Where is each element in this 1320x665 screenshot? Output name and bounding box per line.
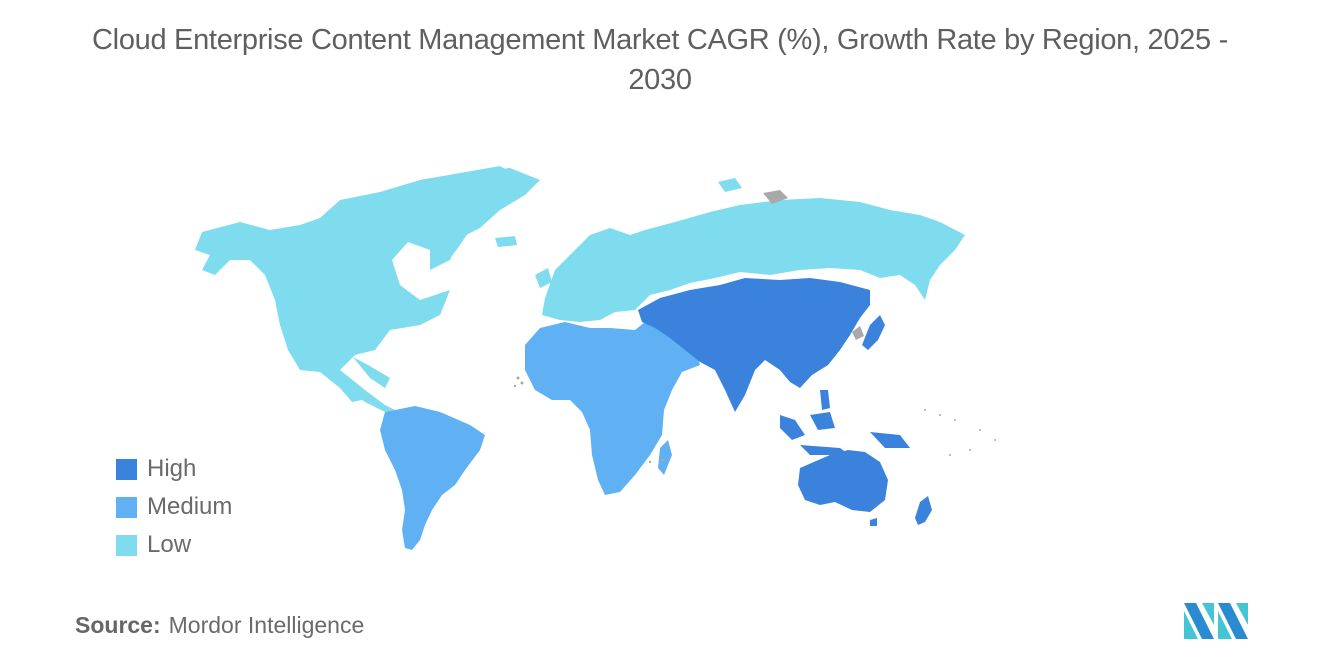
mordor-intelligence-logo-icon <box>1184 603 1248 639</box>
legend-swatch-medium <box>116 496 137 518</box>
legend-item-low: Low <box>116 526 232 564</box>
chart-title-line2: 2030 <box>628 64 692 96</box>
region-north-america <box>195 166 540 402</box>
region-europe-russia <box>535 178 965 322</box>
legend-label-high: High <box>147 455 197 482</box>
map-legend: High Medium Low <box>116 450 232 564</box>
small-islands <box>513 376 996 464</box>
region-no-data-svalbard <box>763 190 788 204</box>
legend-item-medium: Medium <box>116 488 232 526</box>
chart-title: Cloud Enterprise Content Management Mark… <box>0 20 1320 100</box>
source-label: Source: <box>75 612 161 638</box>
region-asia-pacific <box>638 278 932 526</box>
source-attribution: Source: Mordor Intelligence <box>75 612 364 639</box>
legend-swatch-high <box>116 458 137 480</box>
region-middle-east-africa <box>525 322 700 495</box>
legend-item-high: High <box>116 450 232 488</box>
legend-label-low: Low <box>147 531 192 558</box>
chart-title-line1: Cloud Enterprise Content Management Mark… <box>92 24 1228 56</box>
region-central-america <box>340 370 395 412</box>
region-south-america <box>380 406 485 550</box>
legend-label-medium: Medium <box>147 493 233 520</box>
world-map <box>195 166 996 550</box>
legend-swatch-low <box>116 534 137 556</box>
region-no-data-korea <box>852 326 864 340</box>
source-value: Mordor Intelligence <box>168 612 365 638</box>
